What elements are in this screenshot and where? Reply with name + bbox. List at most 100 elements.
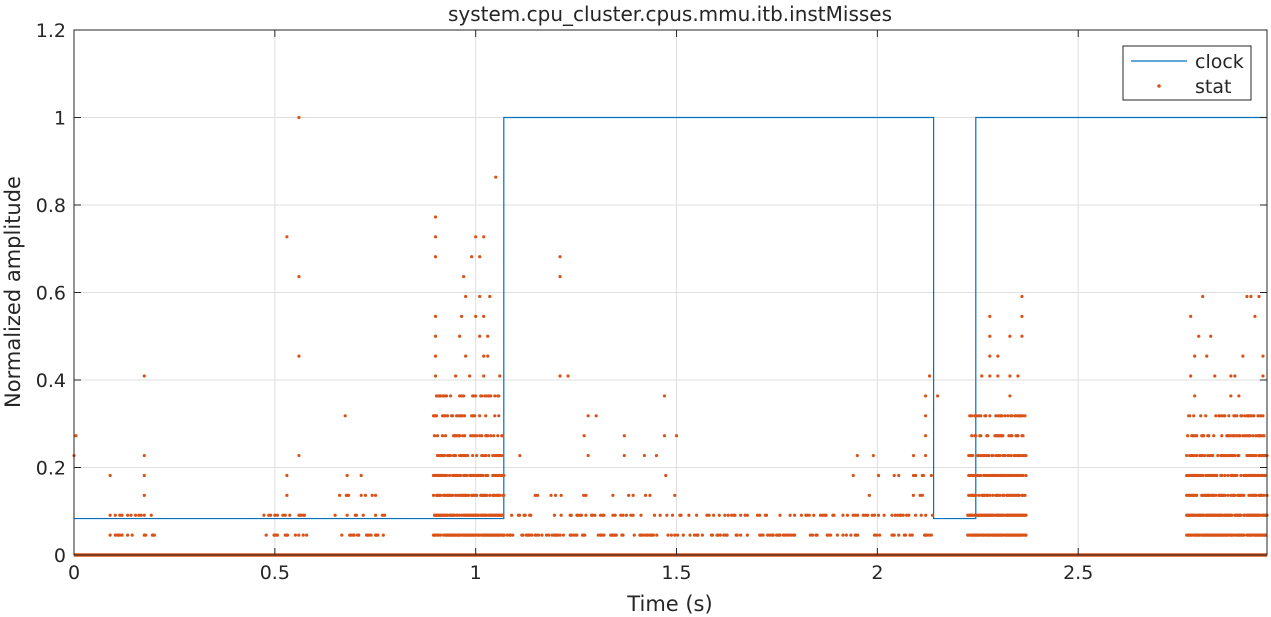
stat-point: [433, 255, 438, 259]
stat-point: [789, 533, 793, 537]
stat-point: [676, 533, 680, 537]
stat-point: [988, 334, 992, 338]
stat-point: [480, 394, 484, 398]
stat-point: [863, 513, 868, 517]
stat-point: [488, 493, 492, 497]
stat-point: [305, 533, 309, 537]
stat-point: [1010, 434, 1014, 438]
stat-point: [443, 434, 448, 438]
stat-point: [458, 334, 462, 338]
stat-point: [273, 533, 277, 537]
stat-point: [1017, 493, 1021, 497]
stat-point: [987, 453, 991, 458]
stat-point: [273, 513, 277, 517]
stat-point: [771, 533, 775, 537]
stat-point: [1195, 493, 1199, 497]
stat-point: [1227, 414, 1231, 418]
stat-point: [481, 473, 485, 478]
stat-point: [621, 533, 625, 537]
stat-point: [550, 533, 554, 537]
stat-point: [1205, 354, 1209, 358]
stat-point: [602, 533, 606, 537]
stat-point: [333, 513, 337, 517]
stat-point: [652, 513, 657, 517]
stat-point: [927, 374, 932, 378]
legend-clock-label: clock: [1195, 51, 1244, 73]
stat-point: [1016, 374, 1020, 378]
stat-point: [892, 533, 896, 537]
stat-point: [381, 533, 385, 537]
stat-point: [600, 533, 604, 537]
stat-point: [984, 414, 988, 418]
stat-point: [890, 513, 894, 517]
stat-point: [352, 533, 356, 537]
stat-point: [354, 513, 359, 517]
stat-point: [297, 533, 301, 537]
y-axis-label: Normalized amplitude: [1, 176, 25, 408]
y-tick-label: 0.2: [36, 458, 66, 480]
stat-point: [1253, 314, 1257, 318]
stat-point: [925, 533, 929, 537]
stat-point: [629, 513, 633, 517]
stat-point: [357, 533, 361, 537]
stat-point: [487, 453, 491, 458]
stat-point: [458, 434, 462, 438]
stat-point: [631, 513, 635, 517]
stat-point: [1020, 334, 1024, 338]
stat-point: [710, 533, 715, 537]
stat-point: [432, 434, 437, 438]
stat-point: [137, 513, 141, 517]
stat-point: [1006, 414, 1010, 418]
stat-point: [851, 473, 855, 478]
stat-point: [463, 434, 467, 438]
stat-point: [450, 414, 455, 418]
y-tick-label: 0.6: [36, 283, 66, 305]
stat-point: [517, 513, 522, 517]
y-tick-label: 0.4: [36, 370, 66, 392]
stat-point: [359, 473, 363, 478]
stat-point: [586, 414, 590, 418]
stat-point: [903, 533, 908, 537]
stat-point: [466, 453, 470, 458]
stat-point: [433, 215, 438, 219]
stat-point: [118, 533, 122, 537]
stat-point: [142, 513, 146, 517]
stat-point: [433, 374, 438, 378]
x-tick-label: 2.5: [1063, 562, 1093, 584]
stat-point: [489, 394, 493, 398]
stat-point: [558, 533, 562, 537]
stat-point: [739, 513, 743, 517]
stat-point: [496, 434, 500, 438]
stat-point: [897, 473, 901, 478]
stat-point: [434, 414, 439, 418]
stat-point: [113, 533, 117, 537]
stat-point: [1263, 473, 1267, 478]
stat-point: [759, 533, 763, 537]
stat-point: [730, 513, 734, 517]
stat-point: [382, 513, 387, 517]
legend-stat-swatch: [1157, 84, 1161, 88]
stat-point: [569, 533, 573, 537]
stat-point: [923, 453, 928, 458]
stat-point: [445, 414, 450, 418]
stat-point: [642, 453, 646, 458]
stat-point: [486, 473, 490, 478]
stat-point: [844, 533, 848, 537]
y-tick-label: 1.2: [36, 20, 66, 42]
stat-point: [1001, 434, 1005, 438]
stat-point: [665, 513, 669, 517]
stat-point: [584, 493, 588, 497]
stat-point: [764, 513, 769, 517]
stat-point: [438, 493, 443, 497]
x-tick-label: 1.5: [661, 562, 691, 584]
stat-point: [911, 473, 916, 478]
stat-point: [695, 513, 699, 517]
stat-point: [1249, 294, 1253, 299]
stat-point: [478, 414, 482, 418]
stat-point: [1223, 414, 1227, 418]
stat-point: [1241, 354, 1245, 358]
stat-point: [826, 533, 830, 537]
stat-point: [1192, 414, 1196, 418]
stat-point: [142, 374, 146, 378]
stat-point: [369, 533, 373, 537]
